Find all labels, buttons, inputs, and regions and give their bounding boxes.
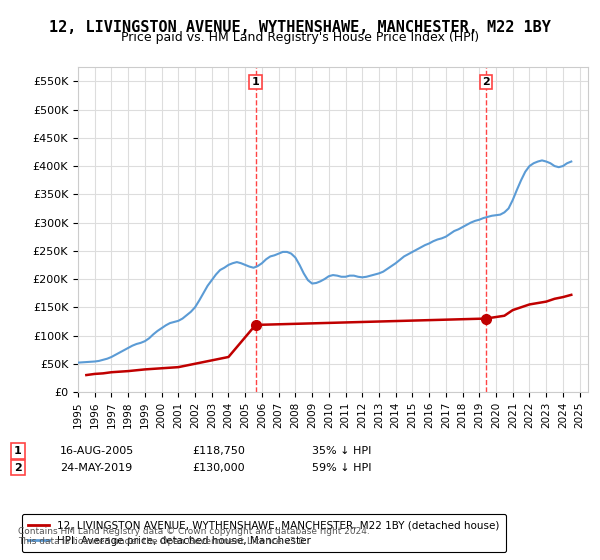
Text: 35% ↓ HPI: 35% ↓ HPI [312, 446, 371, 456]
Text: Price paid vs. HM Land Registry's House Price Index (HPI): Price paid vs. HM Land Registry's House … [121, 31, 479, 44]
Text: 1: 1 [252, 77, 259, 87]
Text: £130,000: £130,000 [192, 463, 245, 473]
Text: £118,750: £118,750 [192, 446, 245, 456]
Text: 1: 1 [14, 446, 22, 456]
Text: 2: 2 [14, 463, 22, 473]
Text: 2: 2 [482, 77, 490, 87]
Text: 24-MAY-2019: 24-MAY-2019 [60, 463, 132, 473]
Text: Contains HM Land Registry data © Crown copyright and database right 2024.
This d: Contains HM Land Registry data © Crown c… [18, 526, 370, 546]
Text: 16-AUG-2005: 16-AUG-2005 [60, 446, 134, 456]
Text: 59% ↓ HPI: 59% ↓ HPI [312, 463, 371, 473]
Legend: 12, LIVINGSTON AVENUE, WYTHENSHAWE, MANCHESTER, M22 1BY (detached house), HPI: A: 12, LIVINGSTON AVENUE, WYTHENSHAWE, MANC… [22, 514, 506, 552]
Text: 12, LIVINGSTON AVENUE, WYTHENSHAWE, MANCHESTER, M22 1BY: 12, LIVINGSTON AVENUE, WYTHENSHAWE, MANC… [49, 20, 551, 35]
